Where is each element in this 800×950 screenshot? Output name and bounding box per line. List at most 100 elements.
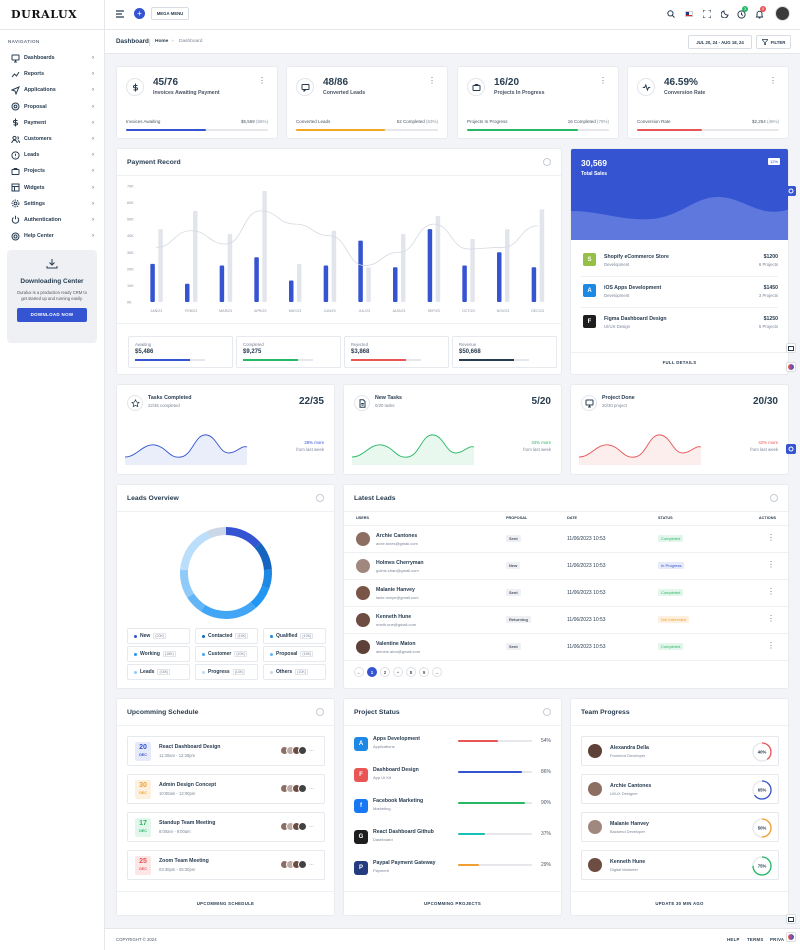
- nav-item-settings[interactable]: Settings ›: [0, 196, 104, 212]
- table-row[interactable]: Holmes Cherryman golms.chan@gmail.com New 1…: [344, 552, 788, 579]
- customizer-float-button[interactable]: [786, 444, 796, 454]
- theme-float-button[interactable]: [786, 362, 796, 372]
- legend-item[interactable]: New (20K): [127, 628, 190, 644]
- schedule-item[interactable]: 17 DEC Standup Team Meeting 8:00am - 9:00am…: [127, 812, 325, 842]
- page-button[interactable]: 8: [406, 667, 416, 677]
- nav-item-leads[interactable]: Leads ›: [0, 147, 104, 163]
- legend-item[interactable]: Contacted (15K): [195, 628, 258, 644]
- legend-item[interactable]: Proposal (15K): [263, 646, 326, 662]
- sales-item[interactable]: S Shopify eCommerce Store Development $1200…: [581, 250, 778, 277]
- footer-privacy-link[interactable]: PRIVA: [770, 937, 785, 942]
- project-item[interactable]: F Dashboard Design App UI Kit 86%: [354, 766, 551, 794]
- brand-logo[interactable]: DURALUX: [0, 0, 104, 30]
- project-item[interactable]: P Paypal Payment Gateway Payment 29%: [354, 859, 551, 887]
- schedule-item[interactable]: 20 DEC React Dashboard Design 11:30am - 12:…: [127, 736, 325, 766]
- project-item[interactable]: A Apps Development Applications 54%: [354, 735, 551, 763]
- team-member[interactable]: Alexandra Della Frontend Developer 40%: [581, 736, 779, 766]
- info-icon[interactable]: [543, 708, 551, 716]
- more-vertical-icon[interactable]: ⋮: [767, 533, 775, 542]
- add-button[interactable]: +: [134, 8, 145, 19]
- team-update-link[interactable]: UPDATE 30 MIN AGO: [655, 901, 704, 906]
- settings-float-button[interactable]: [786, 186, 796, 196]
- legend-item[interactable]: Leads (16K): [127, 664, 190, 680]
- prev-page-button[interactable]: ←: [354, 667, 364, 677]
- upcoming-projects-link[interactable]: UPCOMMING PROJECTS: [424, 901, 481, 906]
- more-vertical-icon[interactable]: ⋮: [428, 76, 436, 85]
- nav-item-payment[interactable]: Payment ›: [0, 115, 104, 131]
- nav-item-projects[interactable]: Projects ›: [0, 163, 104, 179]
- page-button[interactable]: 2: [380, 667, 390, 677]
- upcoming-schedule-link[interactable]: UPCOMMING SCHEDULE: [196, 901, 255, 906]
- more-vertical-icon[interactable]: ⋮: [767, 614, 775, 623]
- more-vertical-icon[interactable]: ⋮: [767, 587, 775, 596]
- legend-item[interactable]: Customer (10K): [195, 646, 258, 662]
- summary-track: [459, 359, 529, 361]
- info-icon[interactable]: [316, 494, 324, 502]
- next-page-button[interactable]: →: [432, 667, 442, 677]
- dark-mode-icon[interactable]: [721, 10, 729, 18]
- nav-item-proposal[interactable]: Proposal ›: [0, 99, 104, 115]
- team-member[interactable]: Malanie Hanvey Backend Developer 50%: [581, 812, 779, 842]
- project-progress-track: [458, 864, 532, 866]
- nav-item-applications[interactable]: Applications ›: [0, 82, 104, 98]
- breadcrumb-home[interactable]: Home: [155, 39, 169, 44]
- lead-date: 11/06/2023 10:53: [567, 644, 606, 650]
- nav-item-widgets[interactable]: Widgets ›: [0, 180, 104, 196]
- sales-item[interactable]: F Figma Dashboard Design UI/UX Design $1250…: [581, 312, 778, 339]
- avatar: [298, 822, 307, 831]
- user-avatar[interactable]: [775, 6, 790, 21]
- legend-item[interactable]: Qualified (10K): [263, 628, 326, 644]
- nav-item-reports[interactable]: Reports ›: [0, 66, 104, 82]
- project-item[interactable]: f Facebook Marketing Marketing 90%: [354, 797, 551, 825]
- more-vertical-icon[interactable]: ⋮: [767, 560, 775, 569]
- page-button[interactable]: •: [393, 667, 403, 677]
- more-vertical-icon[interactable]: ⋮: [769, 76, 777, 85]
- more-vertical-icon[interactable]: ⋮: [767, 641, 775, 650]
- legend-item[interactable]: Progress (14K): [195, 664, 258, 680]
- palette-icon: [788, 934, 794, 940]
- date-range-picker[interactable]: JUL 20, 24 - AUG 18, 24: [688, 35, 752, 49]
- legend-item[interactable]: Others (10K): [263, 664, 326, 680]
- mega-menu-button[interactable]: MEGA MENU: [151, 7, 189, 20]
- full-details-link[interactable]: FULL DETAILS: [662, 360, 697, 365]
- fullscreen-icon[interactable]: [703, 10, 711, 18]
- footer-terms-link[interactable]: TERMS: [747, 937, 764, 942]
- theme-float-button-2[interactable]: [786, 932, 796, 942]
- schedule-item[interactable]: 25 DEC Zoom Team Meeting 03:30pm - 05:30pm…: [127, 850, 325, 880]
- download-now-button[interactable]: DOWNLOAD NOW: [17, 308, 87, 323]
- team-member[interactable]: Kenneth Hune Digital Marketer 75%: [581, 850, 779, 880]
- layout-float-button-2[interactable]: [786, 914, 796, 924]
- topbar: + MEGA MENU 3 5: [105, 0, 800, 30]
- us-flag-icon[interactable]: [685, 11, 693, 17]
- info-icon[interactable]: [543, 158, 551, 166]
- info-icon[interactable]: [770, 494, 778, 502]
- bell-icon[interactable]: [755, 10, 764, 19]
- footer-help-link[interactable]: HELP: [727, 937, 740, 942]
- clock-icon[interactable]: [737, 10, 746, 19]
- info-icon[interactable]: [316, 708, 324, 716]
- filter-button[interactable]: FILTER: [756, 35, 791, 49]
- team-member[interactable]: Archie Cantones UI/UX Designer 65%: [581, 774, 779, 804]
- schedule-item[interactable]: 30 DEC Admin Design Concept 10:00am - 12:00…: [127, 774, 325, 804]
- avatar: [588, 820, 602, 834]
- nav-item-authentication[interactable]: Authentication ›: [0, 212, 104, 228]
- legend-item[interactable]: Working (18K): [127, 646, 190, 662]
- menu-toggle-icon[interactable]: [116, 10, 125, 18]
- search-icon[interactable]: [667, 10, 675, 18]
- nav-item-customers[interactable]: Customers ›: [0, 131, 104, 147]
- more-vertical-icon[interactable]: ⋮: [258, 76, 266, 85]
- table-row[interactable]: Archie Cantones arcie.tones@gmail.com Sent…: [344, 525, 788, 552]
- table-row[interactable]: Valentine Maton alenine.aton@gmail.com Sen…: [344, 633, 788, 660]
- project-item[interactable]: G React Dashboard Github Dashboard 37%: [354, 828, 551, 856]
- more-vertical-icon[interactable]: ⋮: [599, 76, 607, 85]
- page-button[interactable]: 9: [419, 667, 429, 677]
- summary-value: $3,868: [351, 349, 370, 355]
- page-button[interactable]: 1: [367, 667, 377, 677]
- project-percent: 86%: [540, 769, 551, 775]
- nav-item-dashboards[interactable]: Dashboards ›: [0, 50, 104, 66]
- table-row[interactable]: Malanie Hanvey lanie.nveyn@gmail.com Sent 1…: [344, 579, 788, 606]
- table-row[interactable]: Kenneth Hune nneth.une@gmail.com Returning…: [344, 606, 788, 633]
- nav-item-help-center[interactable]: Help Center ›: [0, 228, 104, 244]
- layout-float-button[interactable]: [786, 343, 796, 353]
